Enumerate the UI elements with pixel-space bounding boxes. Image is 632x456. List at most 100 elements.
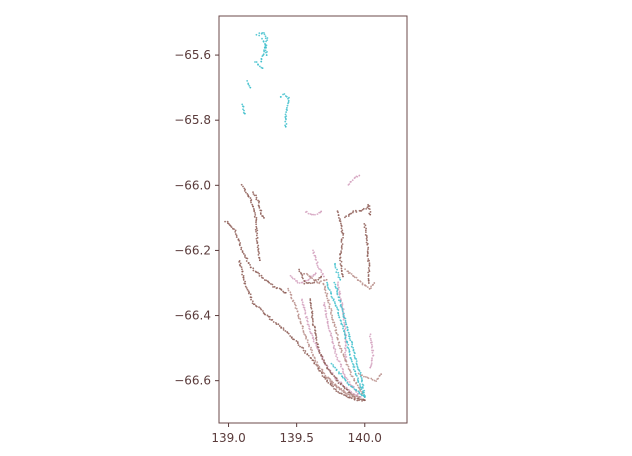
scatter-point-s3-t3-p2 (247, 83, 250, 86)
scatter-point-s2-t0-p83 (354, 397, 357, 400)
scatter-point-s1-t6-p3 (365, 227, 368, 230)
scatter-point-s1-t4-p24 (341, 247, 343, 250)
scatter-point-s1-t3-p121 (361, 400, 363, 402)
scatter-point-s2-t0-p29 (303, 333, 306, 335)
scatter-point-s0-t5-p8 (324, 313, 327, 316)
scatter-point-s2-t4-p16 (328, 307, 331, 309)
scatter-point-s2-t4-p7 (326, 292, 329, 295)
scatter-point-s3-t6-p22 (337, 314, 340, 317)
scatter-point-s0-t5-p19 (329, 330, 331, 333)
scatter-point-s1-t0-p28 (246, 257, 249, 260)
scatter-point-s1-t2-p5 (255, 198, 258, 201)
scatter-point-s3-t0-p6 (263, 33, 266, 36)
scatter-point-s3-t6-p33 (343, 330, 345, 333)
scatter-point-s0-t4-p0 (337, 281, 339, 284)
scatter-point-s1-t2-p11 (258, 206, 261, 209)
scatter-point-s3-t6-p8 (330, 292, 333, 295)
scatter-point-s1-t3-p109 (343, 394, 345, 396)
scatter-point-s2-t4-p3 (324, 286, 326, 289)
scatter-point-s1-t8-p6 (310, 307, 313, 310)
scatter-point-s3-t8-p30 (363, 396, 366, 398)
scatter-point-s1-t0-p38 (255, 271, 258, 274)
scatter-point-s3-t9-p9 (338, 276, 341, 279)
scatter-point-s1-t2-p7 (258, 200, 261, 203)
scatter-point-s3-t4-p3 (242, 108, 244, 111)
scatter-point-s1-t0-p1 (226, 220, 229, 223)
scatter-point-s1-t7-p19 (318, 276, 321, 279)
scatter-point-s1-t8-p20 (314, 330, 317, 332)
scatter-point-s1-t0-p20 (240, 246, 243, 249)
scatter-point-s1-t4-p12 (341, 229, 344, 232)
scatter-point-s2-t4-p45 (340, 351, 343, 354)
scatter-point-s0-t7-p20 (369, 366, 372, 369)
scatter-point-s3-t7-p36 (348, 335, 351, 338)
scatter-point-s1-t3-p32 (255, 305, 258, 308)
scatter-point-s0-t5-p45 (342, 370, 344, 373)
scatter-point-s3-t7-p1 (334, 283, 337, 286)
scatter-point-s3-t8-p8 (340, 372, 342, 375)
scatter-point-s1-t4-p25 (340, 250, 343, 253)
scatter-point-s0-t5-p6 (325, 310, 327, 313)
scatter-point-s1-t8-p76 (363, 399, 366, 402)
scatter-point-s1-t6-p8 (366, 236, 368, 239)
scatter-point-s1-t0-p58 (280, 289, 283, 291)
scatter-point-s0-t7-p6 (370, 343, 373, 346)
scatter-point-s3-t8-p20 (351, 386, 354, 389)
scatter-point-s0-t4-p29 (344, 327, 347, 330)
scatter-point-s1-t6-p2 (363, 226, 366, 229)
scatter-point-s1-t5-p0 (344, 216, 346, 219)
scatter-point-s1-t3-p34 (259, 307, 262, 310)
scatter-point-s2-t0-p53 (318, 367, 321, 370)
scatter-point-s1-t4-p16 (342, 234, 345, 236)
scatter-point-s2-t4-p28 (333, 325, 336, 327)
scatter-point-s2-t5-p2 (329, 378, 332, 381)
scatter-point-s2-t0-p51 (317, 364, 320, 367)
scatter-point-s0-t0-p75 (359, 396, 362, 398)
scatter-point-s1-t4-p26 (340, 251, 343, 254)
scatter-point-s3-t6-p55 (352, 364, 355, 366)
scatter-point-s0-t2-p8 (316, 261, 319, 264)
scatter-point-s2-t5-p16 (346, 392, 349, 394)
scatter-point-s0-t1-p2 (291, 277, 294, 280)
scatter-point-s2-t0-p55 (321, 368, 324, 371)
scatter-point-s1-t3-p75 (306, 353, 309, 356)
scatter-point-s2-t0-p13 (295, 307, 298, 310)
scatter-point-s2-t4-p72 (359, 390, 362, 392)
scatter-point-s2-t2-p2 (347, 270, 350, 273)
scatter-point-s3-t5-p3 (283, 93, 286, 95)
scatter-point-s1-t3-p82 (313, 362, 316, 365)
scatter-point-s1-t0-p53 (273, 285, 276, 288)
scatter-point-s2-t3-p8 (371, 378, 374, 381)
scatter-point-s2-t0-p35 (306, 341, 309, 344)
scatter-point-s1-t0-p8 (233, 228, 235, 231)
scatter-point-s0-t4-p13 (341, 302, 344, 304)
scatter-point-s2-t2-p4 (349, 272, 351, 274)
scatter-point-s1-t0-p10 (234, 230, 237, 233)
scatter-point-s0-t3-p3 (350, 180, 352, 183)
scatter-point-s3-t0-p8 (264, 37, 267, 40)
scatter-point-s1-t8-p10 (311, 314, 314, 317)
scatter-point-s3-t6-p21 (337, 312, 340, 315)
scatter-point-s3-t7-p30 (346, 326, 349, 329)
scatter-point-s3-t7-p73 (362, 392, 365, 394)
scatter-point-s1-t8-p27 (315, 341, 318, 344)
scatter-point-s3-t7-p18 (341, 309, 344, 311)
scatter-point-s3-t8-p28 (360, 394, 363, 397)
scatter-point-s2-t4-p1 (322, 283, 325, 286)
scatter-point-s1-t4-p3 (337, 214, 340, 217)
series-0 (289, 174, 375, 398)
scatter-point-s1-t3-p8 (241, 270, 244, 273)
scatter-point-s0-t3-p9 (358, 174, 361, 177)
scatter-point-s1-t8-p53 (335, 377, 338, 380)
scatter-point-s2-t3-p15 (380, 373, 383, 376)
scatter-point-s2-t4-p9 (325, 295, 328, 298)
scatter-point-s0-t5-p47 (343, 373, 346, 376)
scatter-point-s2-t0-p2 (289, 291, 292, 294)
scatter-point-s1-t1-p5 (244, 191, 247, 194)
scatter-point-s2-t4-p41 (339, 345, 341, 347)
scatter-point-s1-t1-p40 (257, 244, 260, 247)
scatter-point-s2-t4-p67 (355, 382, 357, 385)
scatter-point-s1-t0-p0 (224, 220, 226, 223)
scatter-point-s2-t3-p7 (370, 377, 373, 380)
scatter-point-s3-t6-p26 (340, 320, 342, 322)
